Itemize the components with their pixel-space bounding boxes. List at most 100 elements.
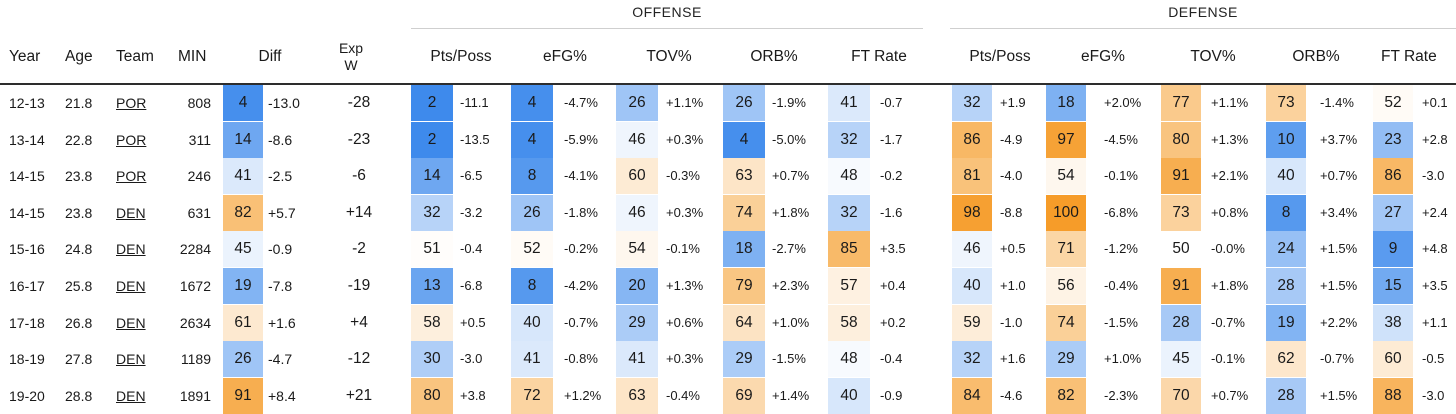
def-orb-value: +2.2%	[1320, 314, 1358, 330]
def-tov-value: +1.8%	[1211, 278, 1249, 293]
def-orb-value: +0.7%	[1320, 168, 1358, 184]
header-def-orb: ORB%	[1292, 48, 1340, 65]
off-ft-rate-rank: 32	[828, 121, 870, 158]
def-pts-poss-rank: 59	[952, 304, 992, 341]
def-efg-value: +1.0%	[1104, 351, 1142, 367]
diff-value: -4.7	[268, 351, 293, 368]
def-pts-poss-rank: 98	[952, 194, 992, 231]
age-cell: 22.8	[65, 131, 93, 148]
off-orb-value: -1.5%	[772, 351, 806, 367]
off-ft-rate-rank: 41	[828, 85, 870, 121]
table-row: 15-16 24.8 DEN 2284 45 -0.9 -2 51 -0.4 52 -0.2% 54-…	[0, 231, 1456, 268]
def-tov-value: +0.7%	[1211, 387, 1249, 403]
off-efg-value: -0.8%	[564, 351, 598, 367]
off-ft-rate-rank: 40	[828, 377, 870, 414]
off-pts-poss-rank: 30	[411, 341, 453, 378]
def-tov-value: +1.1%	[1211, 95, 1249, 110]
def-efg-value: +2.0%	[1104, 95, 1142, 110]
table-row: 14-15 23.8 DEN 631 82 +5.7 +14 32 -3.2 26 -1.8% 46 +…	[0, 194, 1456, 231]
header-diff: Diff	[258, 48, 282, 65]
off-ft-rate-value: -1.6	[880, 204, 903, 220]
off-pts-poss-rank: 13	[411, 268, 453, 304]
off-pts-poss-value: -3.2	[460, 204, 483, 220]
def-tov-rank: 50	[1161, 231, 1201, 268]
def-tov-value: +1.3%	[1211, 131, 1249, 147]
off-tov-value: +0.3%	[666, 204, 704, 220]
def-tov-rank: 73	[1161, 194, 1201, 231]
exp-w-cell: -23	[347, 130, 371, 148]
table-row: 16-17 25.8 DEN 1672 19 -7.8 -19 13 -6.8 8 -4.2% 20 +…	[0, 268, 1456, 304]
diff-rank: 82	[223, 194, 263, 231]
team-link[interactable]: DEN	[116, 241, 146, 258]
exp-w-cell: -19	[347, 277, 371, 294]
def-pts-poss-rank: 46	[952, 231, 992, 268]
off-tov-rank: 26	[616, 85, 658, 121]
off-orb-rank: 79	[723, 268, 765, 304]
team-link[interactable]: POR	[116, 131, 147, 148]
min-cell: 311	[188, 131, 211, 148]
team-link[interactable]: DEN	[116, 314, 146, 331]
def-tov-value: -0.0%	[1211, 241, 1245, 257]
off-pts-poss-rank: 2	[411, 121, 453, 158]
table-row: 19-20 28.8 DEN 1891 91 +8.4 +21 80 +3.8 72 +1.2% 63…	[0, 377, 1456, 414]
header-rule	[0, 83, 1456, 85]
def-pts-poss-rank: 84	[952, 377, 992, 414]
def-pts-poss-rank: 32	[952, 85, 992, 121]
def-orb-value: +3.7%	[1320, 131, 1358, 147]
team-link[interactable]: DEN	[116, 387, 146, 404]
off-orb-value: +1.8%	[772, 204, 810, 220]
off-ft-rate-rank: 48	[828, 158, 870, 195]
team-link[interactable]: DEN	[116, 278, 146, 294]
header-def-ft-rate: FT Rate	[1381, 48, 1437, 65]
diff-value: -7.8	[268, 278, 293, 294]
table-row: 12-13 21.8 POR 808 4 -13.0 -28 2 -11.1 4 -4.7% 26 +1…	[0, 85, 1456, 121]
def-efg-rank: 97	[1046, 121, 1086, 158]
team-link[interactable]: DEN	[116, 204, 146, 221]
team-link[interactable]: DEN	[116, 351, 146, 368]
off-efg-value: +1.2%	[564, 387, 602, 403]
def-orb-value: -0.7%	[1320, 351, 1354, 367]
off-pts-poss-value: -13.5	[460, 131, 490, 147]
year-cell: 14-15	[9, 204, 45, 221]
off-ft-rate-rank: 85	[828, 231, 870, 268]
def-ft-rate-value: +4.8	[1422, 241, 1448, 257]
age-cell: 23.8	[65, 168, 93, 185]
def-orb-rank: 8	[1266, 194, 1306, 231]
off-pts-poss-value: +3.8	[460, 387, 486, 403]
header-year: Year	[9, 48, 41, 65]
def-ft-rate-rank: 52	[1373, 85, 1413, 121]
off-efg-rank: 72	[511, 377, 553, 414]
off-ft-rate-rank: 57	[828, 268, 870, 304]
diff-rank: 4	[223, 85, 263, 121]
team-link[interactable]: POR	[116, 168, 147, 185]
year-cell: 14-15	[9, 168, 45, 185]
def-orb-rank: 40	[1266, 158, 1306, 195]
def-pts-poss-value: +1.0	[1000, 278, 1026, 293]
off-orb-value: +1.4%	[772, 387, 810, 403]
diff-value: -0.9	[268, 241, 293, 258]
diff-rank: 26	[223, 341, 263, 378]
def-ft-rate-rank: 23	[1373, 121, 1413, 158]
off-orb-rank: 63	[723, 158, 765, 195]
off-pts-poss-rank: 80	[411, 377, 453, 414]
def-orb-value: +3.4%	[1320, 204, 1358, 220]
def-orb-rank: 62	[1266, 341, 1306, 378]
year-cell: 13-14	[9, 131, 45, 148]
year-cell: 18-19	[9, 351, 45, 368]
def-efg-rank: 18	[1046, 85, 1086, 121]
off-orb-value: +1.0%	[772, 314, 810, 330]
header-off-orb: ORB%	[750, 48, 798, 65]
header-def-efg: eFG%	[1081, 48, 1125, 65]
team-link[interactable]: POR	[116, 95, 147, 111]
header-exp-w: Exp W	[326, 32, 376, 82]
off-efg-value: -0.7%	[564, 314, 598, 330]
def-ft-rate-rank: 27	[1373, 194, 1413, 231]
def-ft-rate-rank: 15	[1373, 268, 1413, 304]
def-efg-rank: 71	[1046, 231, 1086, 268]
off-pts-poss-value: -6.5	[460, 168, 483, 184]
diff-value: -13.0	[268, 95, 300, 111]
def-ft-rate-value: +3.5	[1422, 278, 1448, 293]
off-efg-rank: 8	[511, 268, 553, 304]
off-tov-value: +0.3%	[666, 351, 704, 367]
off-pts-poss-value: +0.5	[460, 314, 486, 330]
